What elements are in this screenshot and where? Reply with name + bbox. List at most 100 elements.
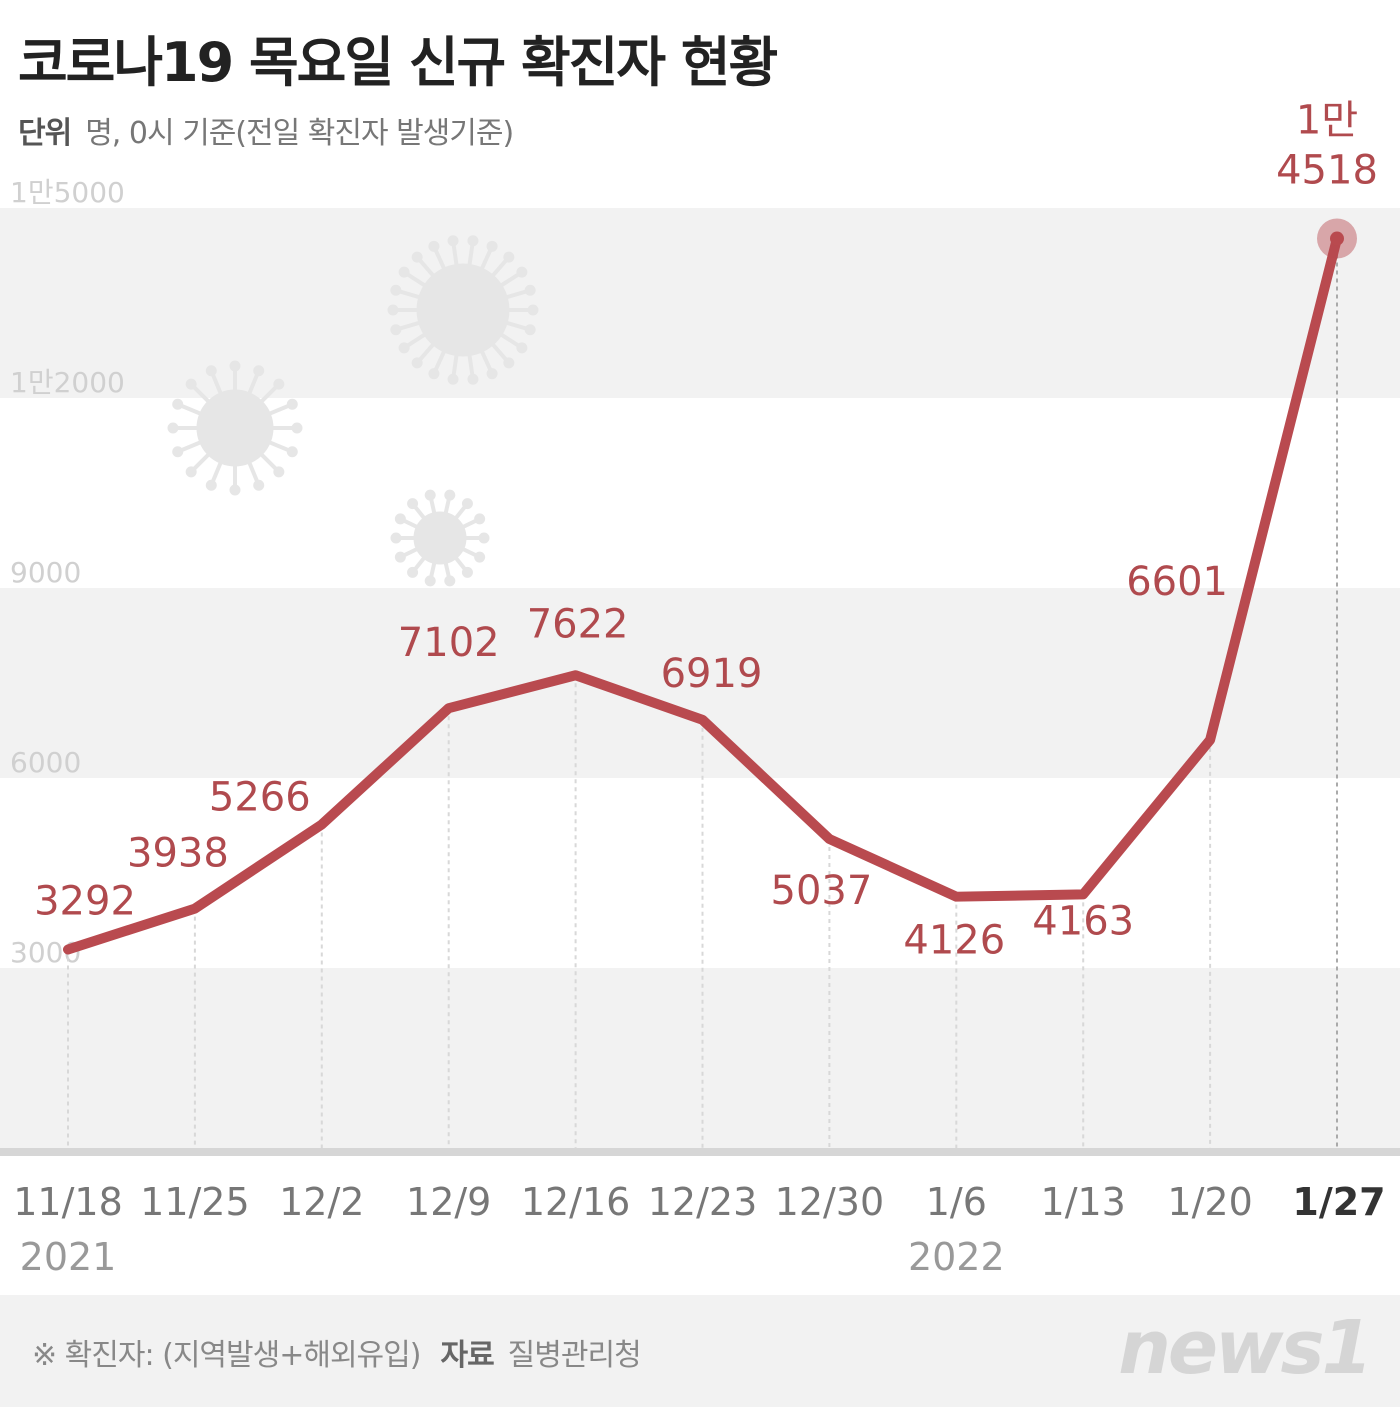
virus-spike-tip <box>461 566 473 578</box>
grid-band <box>0 588 1400 778</box>
virus-spike-tip <box>394 551 406 563</box>
data-label: 5037 <box>771 868 873 914</box>
virus-spike-tip <box>390 532 402 544</box>
virus-spike-tip <box>185 466 197 478</box>
virus-spike <box>233 427 261 487</box>
x-tick-label: 11/18 <box>13 1180 123 1224</box>
page-title: 코로나19 목요일 신규 확진자 현황 <box>18 31 778 94</box>
x-tick-label: 12/9 <box>406 1180 491 1224</box>
virus-spike <box>451 240 465 311</box>
virus-spike <box>176 426 236 454</box>
virus-spike-tip <box>407 498 419 510</box>
year-label: 2021 <box>20 1235 117 1279</box>
virus-spike <box>461 245 494 311</box>
virus-spike <box>428 494 442 539</box>
virus-spike-tip <box>185 378 197 390</box>
virus-spike-tip <box>291 422 303 434</box>
virus-spike <box>432 245 465 311</box>
virus-spike <box>403 308 465 350</box>
virus-spike-tip <box>478 532 490 544</box>
virus-spike-tip <box>167 422 179 434</box>
virus-spike <box>233 382 281 430</box>
subtitle: 단위 명, 0시 기준(전일 확진자 발생기준) <box>18 108 514 152</box>
unit-text: 명, 0시 기준(전일 확진자 발생기준) <box>85 116 514 151</box>
virus-spike-tip <box>229 360 241 372</box>
virus-spike <box>233 369 261 429</box>
virus-spike-tip <box>387 304 399 316</box>
source-label: 자료 <box>440 1338 494 1373</box>
virus-spike-tip <box>253 365 265 377</box>
virus-spike-tip <box>524 284 536 296</box>
virus-spike-tip <box>205 479 217 491</box>
virus-spike-tip <box>516 266 528 278</box>
virus-spike-tip <box>172 446 184 458</box>
x-tick-label: 12/23 <box>648 1180 758 1224</box>
virus-spike-tip <box>444 575 456 587</box>
virus-spike-tip <box>273 466 285 478</box>
line-chart: 3000600090001만20001만50003292393852667102… <box>0 98 1400 1279</box>
virus-spike <box>411 536 442 574</box>
x-tick-label: 1/20 <box>1167 1180 1252 1224</box>
virus-spike-tip <box>273 378 285 390</box>
virus-spike <box>176 402 236 430</box>
virus-spike <box>461 255 511 312</box>
x-tick-label: 12/16 <box>521 1180 631 1224</box>
data-label: 1만 <box>1296 98 1358 144</box>
virus-spike <box>461 309 494 375</box>
y-tick-label: 1만2000 <box>10 366 125 399</box>
x-tick-label: 1/13 <box>1041 1180 1126 1224</box>
virus-spike <box>438 536 469 574</box>
virus-spike-tip <box>467 373 479 385</box>
virus-spike <box>189 426 237 474</box>
virus-spike-tip <box>253 479 265 491</box>
x-tick-label: 12/30 <box>775 1180 885 1224</box>
virus-spike-tip <box>286 398 298 410</box>
virus-spike-tip <box>503 357 515 369</box>
data-label: 4163 <box>1032 898 1134 944</box>
virus-spike-tip <box>424 575 436 587</box>
virus-spike-tip <box>428 368 440 380</box>
source-text: 질병관리청 <box>507 1338 642 1373</box>
virus-spike <box>399 517 441 540</box>
virus-spike-tip <box>486 240 498 252</box>
unit-label: 단위 <box>18 116 72 151</box>
virus-spike <box>403 270 465 312</box>
y-tick-label: 6000 <box>10 746 81 779</box>
note-text: ※ 확진자: (지역발생+해외유입) <box>32 1338 421 1373</box>
virus-spike <box>461 308 523 350</box>
data-label: 6601 <box>1126 559 1228 605</box>
virus-spike-tip <box>407 566 419 578</box>
data-label: 3292 <box>34 879 136 925</box>
virus-spike <box>209 369 237 429</box>
virus-icon <box>167 360 303 496</box>
grid-band <box>0 968 1400 1150</box>
virus-spike-tip <box>461 498 473 510</box>
virus-spike <box>411 502 442 540</box>
virus-spike <box>395 288 464 312</box>
virus-spike <box>234 402 294 430</box>
series-line <box>63 233 1342 955</box>
y-tick-label: 9000 <box>10 556 81 589</box>
data-label: 3938 <box>127 831 229 877</box>
virus-spike-tip <box>444 489 456 501</box>
virus-spike-tip <box>447 235 459 247</box>
virus-spike <box>432 309 465 375</box>
virus-spike <box>451 309 465 380</box>
year-label: 2022 <box>908 1235 1005 1279</box>
data-label: 7102 <box>398 620 500 666</box>
data-label: 4126 <box>903 918 1005 964</box>
virus-spike-tip <box>398 342 410 354</box>
virus-spike <box>234 426 294 454</box>
virus-spike-tip <box>467 235 479 247</box>
data-label: 6919 <box>661 651 763 697</box>
footer <box>0 1295 1400 1407</box>
virus-spike-tip <box>428 240 440 252</box>
y-tick-label: 1만5000 <box>10 176 125 209</box>
virus-spike-tip <box>516 342 528 354</box>
x-axis-line <box>0 1148 1400 1156</box>
virus-spike-tip <box>394 513 406 525</box>
virus-spike-tip <box>172 398 184 410</box>
virus-spike <box>438 537 452 582</box>
virus-spike-tip <box>390 324 402 336</box>
